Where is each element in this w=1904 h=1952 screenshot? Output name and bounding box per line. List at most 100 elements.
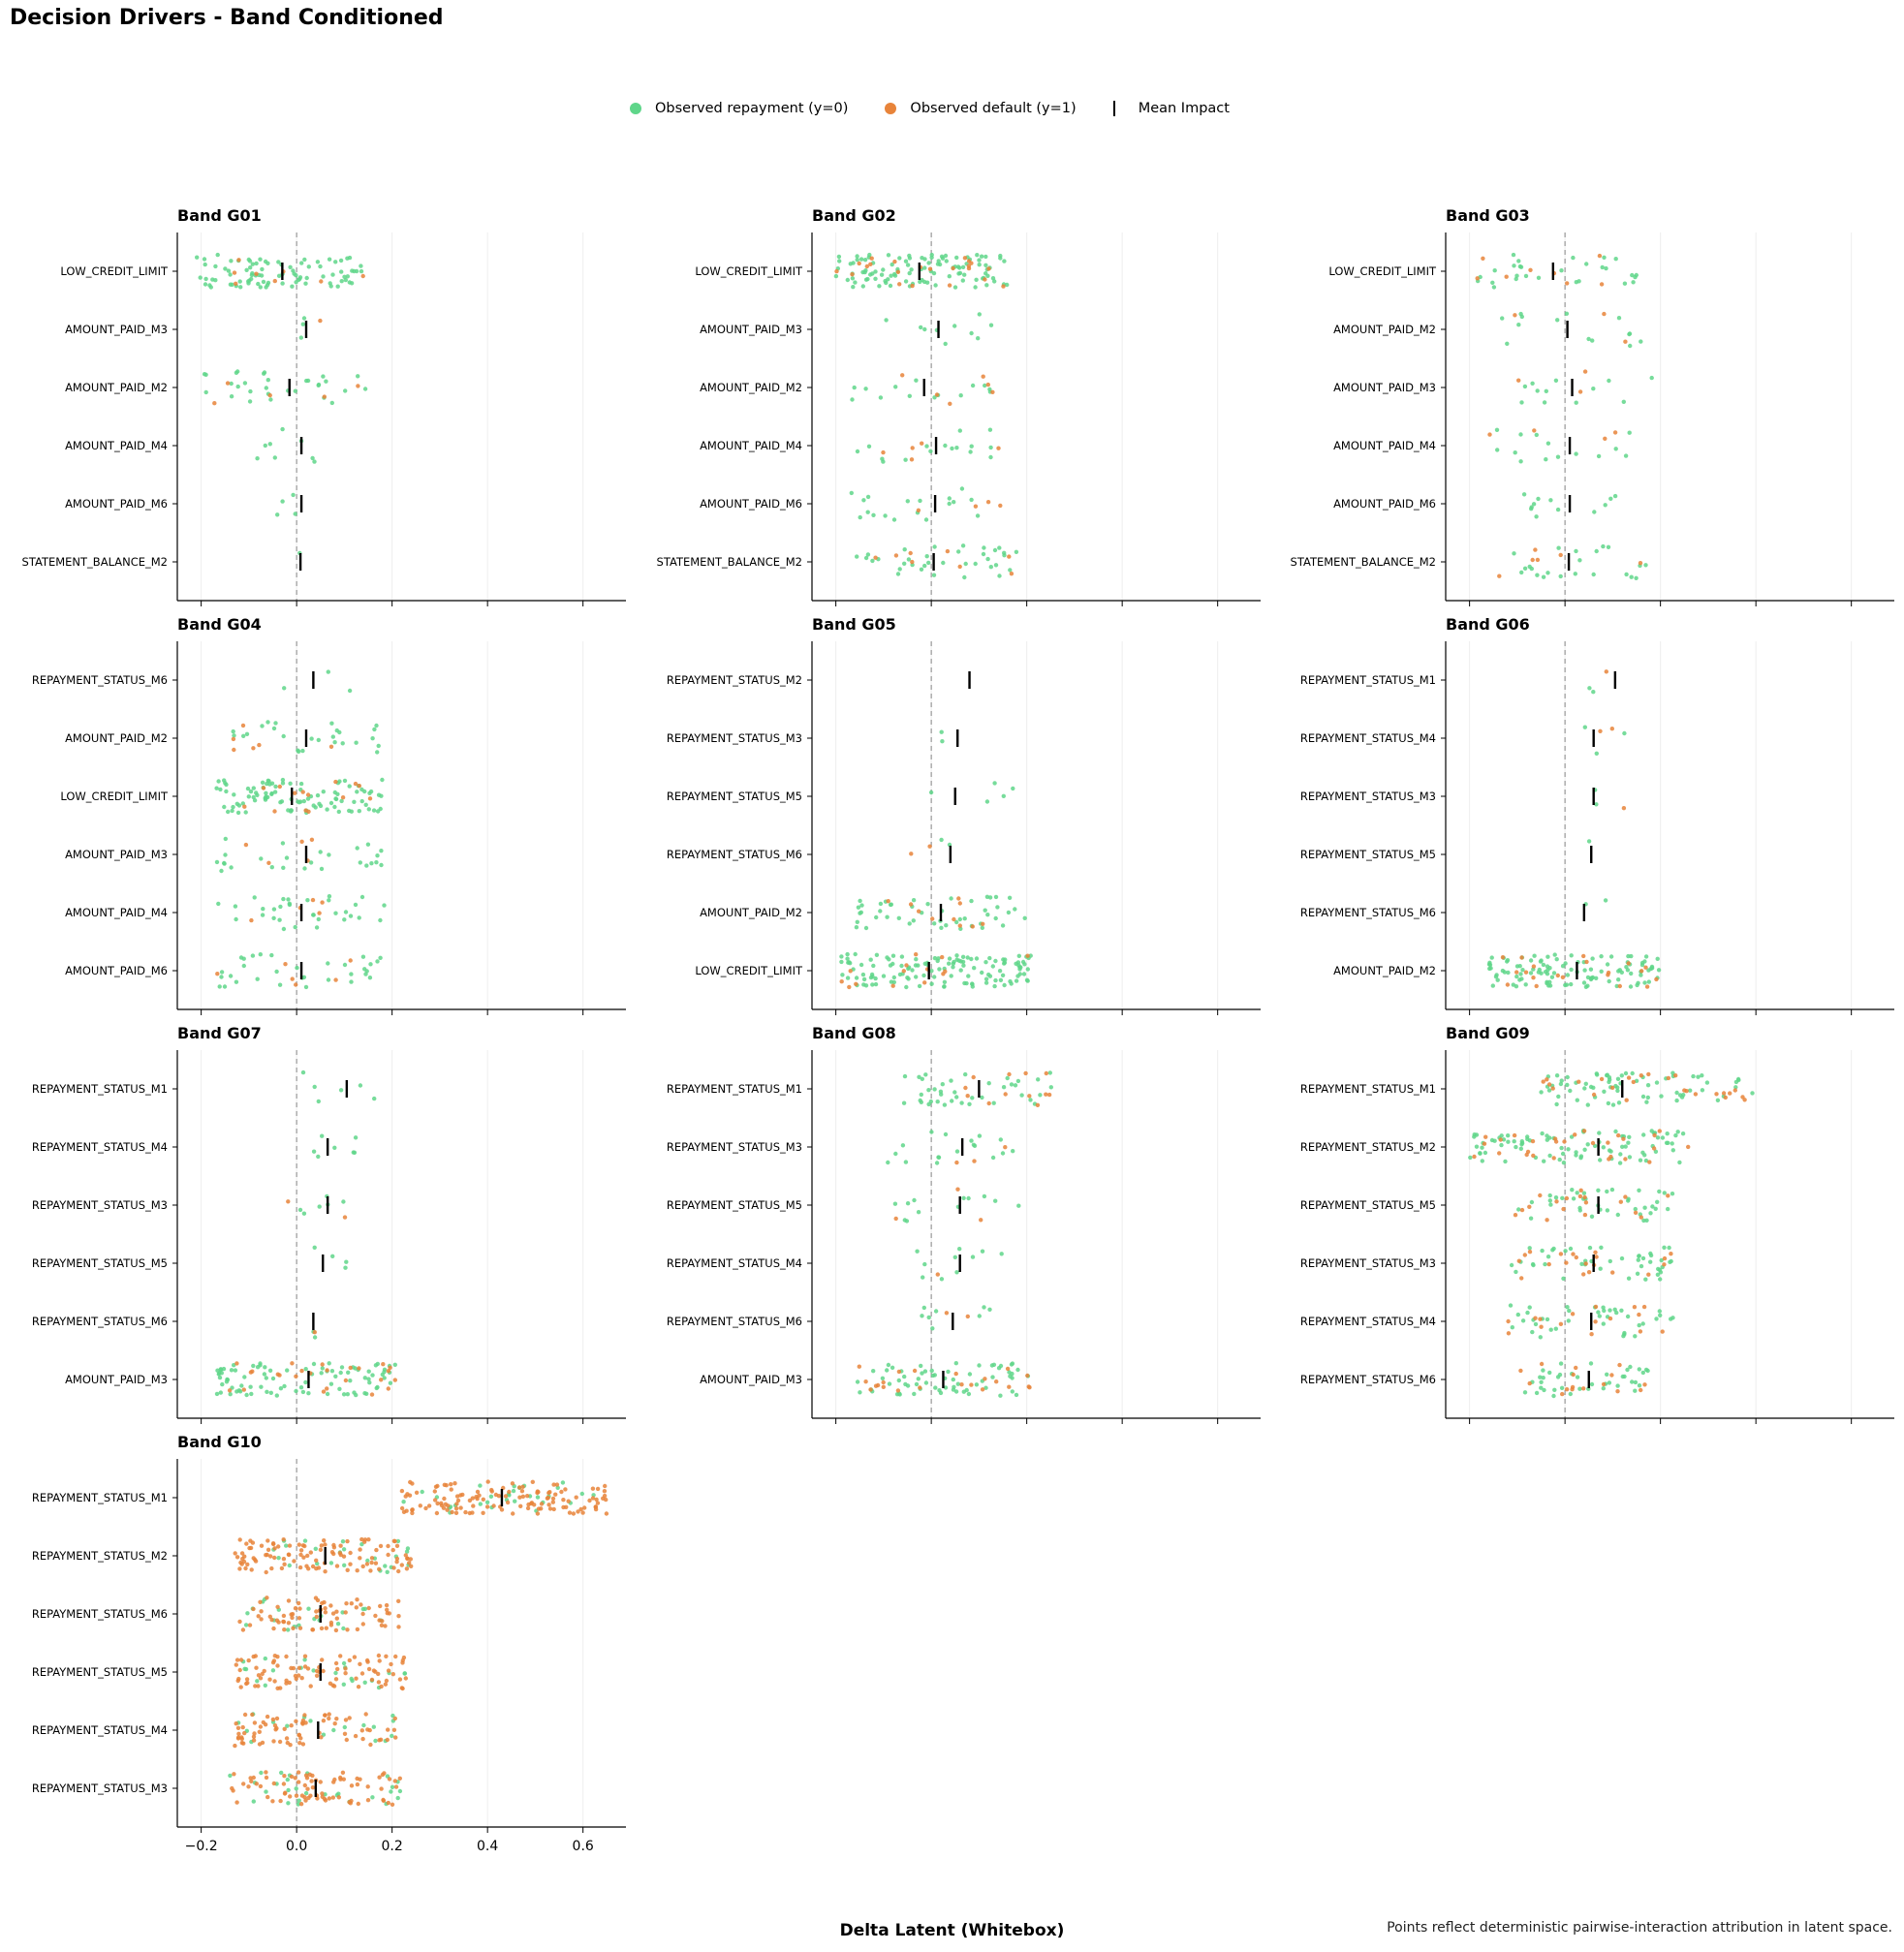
point-default (983, 1377, 987, 1381)
y-tick-label: REPAYMENT_STATUS_M5 (32, 1256, 168, 1270)
point-repayment (956, 271, 961, 276)
point-repayment (954, 255, 959, 261)
point-repayment (264, 790, 268, 795)
x-tick-label: −0.2 (185, 1839, 218, 1854)
point-repayment (310, 455, 315, 461)
point-default (315, 1597, 321, 1603)
point-default (432, 1489, 437, 1494)
point-default (338, 1654, 343, 1658)
point-default (1606, 970, 1611, 976)
point-default (330, 1795, 335, 1800)
point-repayment (1626, 1276, 1632, 1281)
point-repayment (983, 976, 989, 981)
point-default (394, 1543, 400, 1549)
point-repayment (959, 486, 965, 491)
point-repayment (1601, 1321, 1607, 1326)
point-default (333, 1627, 339, 1633)
point-repayment (920, 1371, 924, 1376)
point-default (289, 1723, 294, 1728)
point-repayment (1633, 1206, 1639, 1212)
point-default (1623, 1194, 1628, 1199)
point-repayment (1506, 1139, 1511, 1144)
point-repayment (340, 741, 345, 746)
point-default (1617, 1362, 1622, 1368)
point-repayment (354, 268, 359, 274)
point-repayment (1545, 1317, 1550, 1322)
panel-band-g03: Band G03LOW_CREDIT_LIMITAMOUNT_PAID_M2AM… (1291, 206, 1894, 606)
point-default (550, 1500, 555, 1504)
point-default (1577, 389, 1583, 394)
point-default (358, 1777, 362, 1782)
point-repayment (1664, 1140, 1670, 1146)
point-repayment (1627, 1134, 1632, 1140)
point-default (320, 1658, 325, 1662)
point-default (566, 1499, 571, 1503)
point-default (582, 1505, 587, 1510)
point-repayment (330, 1254, 335, 1259)
point-default (516, 1485, 522, 1490)
point-repayment (982, 545, 986, 550)
point-default (331, 1684, 337, 1689)
point-repayment (983, 383, 987, 388)
point-repayment (303, 984, 309, 990)
point-repayment (359, 894, 365, 900)
point-repayment (976, 336, 981, 341)
point-default (274, 1618, 280, 1623)
point-default (481, 1497, 485, 1503)
point-default (908, 902, 914, 907)
point-default (235, 1735, 241, 1740)
point-default (290, 976, 295, 981)
point-default (1519, 1276, 1524, 1281)
point-repayment (1579, 1261, 1584, 1267)
point-default (302, 1782, 307, 1788)
point-default (286, 1621, 292, 1626)
point-repayment (1639, 962, 1645, 968)
point-default (1621, 806, 1627, 811)
point-repayment (1518, 972, 1523, 976)
point-repayment (270, 1668, 276, 1673)
point-repayment (931, 573, 937, 577)
point-repayment (276, 1556, 281, 1561)
point-repayment (1704, 1080, 1710, 1085)
point-repayment (1553, 378, 1559, 383)
point-repayment (1519, 1139, 1525, 1144)
point-default (895, 1388, 901, 1393)
point-repayment (914, 1381, 920, 1387)
point-repayment (940, 1082, 945, 1087)
point-repayment (1514, 984, 1519, 989)
point-repayment (374, 723, 379, 728)
point-repayment (1523, 982, 1528, 987)
point-default (559, 1489, 564, 1495)
point-repayment (306, 1606, 311, 1611)
point-repayment (1605, 1072, 1609, 1078)
point-repayment (969, 898, 974, 904)
point-repayment (366, 807, 371, 812)
point-default (248, 1776, 253, 1781)
point-repayment (298, 781, 304, 787)
point-default (1616, 1132, 1621, 1138)
point-default (1534, 983, 1539, 989)
point-repayment (1610, 1102, 1616, 1107)
point-repayment (370, 1373, 375, 1378)
point-repayment (213, 278, 218, 283)
point-repayment (1559, 1385, 1565, 1391)
point-repayment (1501, 1137, 1507, 1142)
point-repayment (960, 264, 966, 269)
point-repayment (1655, 1272, 1661, 1278)
point-default (365, 1784, 370, 1789)
point-repayment (889, 902, 893, 907)
point-default (1562, 1139, 1567, 1144)
point-repayment (243, 1666, 249, 1672)
point-default (282, 1726, 287, 1732)
point-repayment (287, 902, 293, 908)
point-repayment (839, 959, 844, 965)
point-default (603, 1483, 608, 1489)
point-repayment (1545, 441, 1551, 446)
point-repayment (1557, 1372, 1563, 1378)
point-default (239, 1736, 244, 1742)
point-repayment (1646, 979, 1652, 984)
point-repayment (1020, 959, 1026, 965)
point-default (275, 1686, 280, 1691)
point-default (389, 1661, 393, 1667)
point-default (1693, 1092, 1699, 1097)
